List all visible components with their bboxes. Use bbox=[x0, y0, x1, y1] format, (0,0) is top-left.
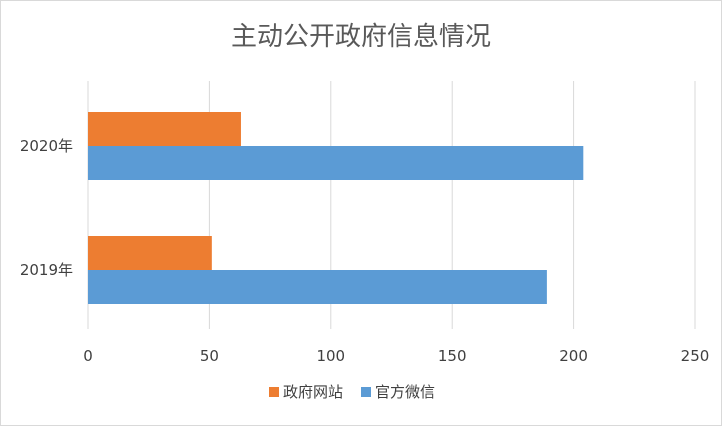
bar-website-1 bbox=[88, 236, 212, 270]
y-axis-tick-labels: 2020年 2019年 bbox=[20, 137, 73, 279]
chart-title: 主动公开政府信息情况 bbox=[231, 22, 491, 52]
x-tick-label: 250 bbox=[681, 347, 710, 365]
x-tick-label: 200 bbox=[559, 347, 588, 365]
legend-label: 官方微信 bbox=[375, 383, 435, 401]
x-tick-label: 0 bbox=[83, 347, 93, 365]
legend: 政府网站 官方微信 bbox=[269, 383, 435, 401]
x-tick-label: 50 bbox=[200, 347, 219, 365]
y-tick-label: 2020年 bbox=[20, 137, 73, 155]
x-tick-label: 100 bbox=[316, 347, 345, 365]
y-tick-label: 2019年 bbox=[20, 261, 73, 279]
x-tick-label: 150 bbox=[438, 347, 467, 365]
legend-swatch bbox=[361, 387, 371, 397]
bar-wechat-1 bbox=[88, 270, 547, 304]
x-axis-tick-labels: 0 50 100 150 200 250 bbox=[83, 347, 709, 365]
legend-swatch bbox=[269, 387, 279, 397]
bar-wechat-0 bbox=[88, 146, 584, 180]
bars bbox=[88, 112, 584, 304]
legend-label: 政府网站 bbox=[283, 383, 343, 401]
bar-website-0 bbox=[88, 112, 241, 146]
